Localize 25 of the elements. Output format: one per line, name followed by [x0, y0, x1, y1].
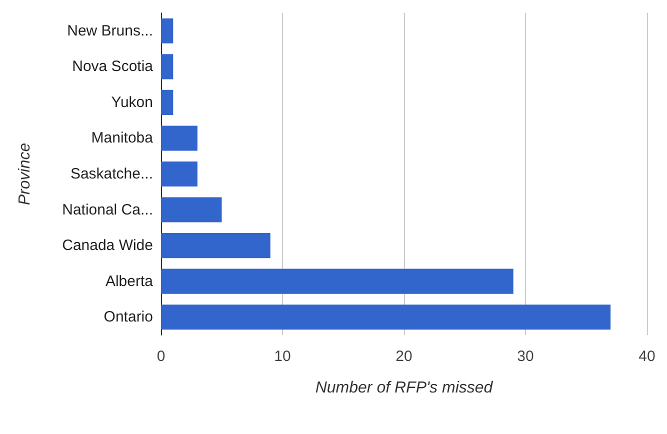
bar — [161, 304, 611, 330]
y-tick-label: National Ca... — [62, 201, 153, 218]
y-tick-label: Ontario — [104, 308, 153, 326]
y-tick-label: Saskatche... — [70, 166, 153, 182]
bar — [161, 268, 514, 294]
y-tick-label: Manitoba — [91, 130, 154, 147]
x-tick-label: 30 — [517, 348, 534, 365]
x-tick-label: 10 — [274, 348, 291, 365]
y-axis-title: Province — [16, 142, 34, 206]
bar — [161, 161, 198, 187]
x-tick-label: 0 — [156, 348, 166, 365]
bar — [161, 90, 174, 115]
y-tick-label: Yukon — [111, 94, 153, 111]
bar — [161, 126, 198, 151]
bar — [161, 54, 174, 80]
y-tick-label: Canada Wide — [62, 237, 153, 254]
y-tick-label: New Bruns... — [67, 22, 153, 40]
x-tick-label: 20 — [396, 348, 412, 365]
x-tick-label: 40 — [638, 348, 656, 365]
bar — [161, 197, 222, 222]
x-axis-title: Number of RFP's missed — [315, 380, 494, 396]
bar — [161, 18, 174, 44]
y-tick-label: Alberta — [105, 272, 154, 290]
y-tick-label: Nova Scotia — [72, 58, 154, 76]
bar — [161, 233, 270, 258]
